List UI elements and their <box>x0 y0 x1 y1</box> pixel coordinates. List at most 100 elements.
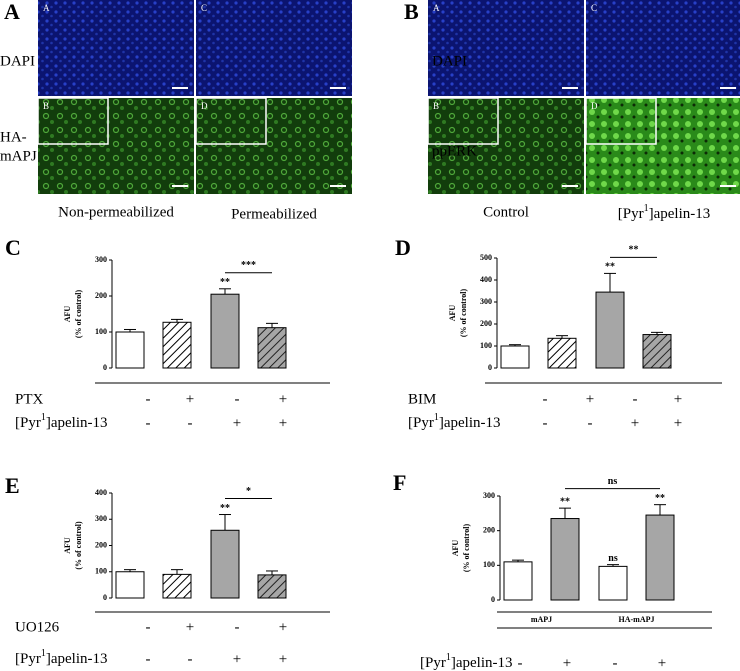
treatment-sign: + <box>674 415 682 431</box>
treatment-sign: - <box>543 391 548 407</box>
text-part: ]apelin-13 <box>46 415 108 431</box>
treatment-sign: + <box>279 619 287 635</box>
y-tick-label: 400 <box>95 488 107 497</box>
text-part: 1 <box>41 648 46 659</box>
bar <box>595 291 625 369</box>
row-label: PTX <box>15 391 44 407</box>
y-tick-label: 300 <box>483 491 495 500</box>
treatment-sign: + <box>586 391 594 407</box>
y-tick-label: 300 <box>95 514 107 523</box>
micrograph <box>428 0 584 96</box>
significance: ** <box>220 277 230 288</box>
bar <box>642 334 672 369</box>
y-tick-label: 300 <box>480 297 492 306</box>
inset <box>37 97 109 145</box>
image-letter: D <box>201 101 208 111</box>
micrograph <box>38 0 194 96</box>
panel-label: A <box>4 0 20 24</box>
bracket-label: *** <box>241 260 256 271</box>
treatment-sign: - <box>543 415 548 431</box>
text-part: ]apelin-13 <box>649 206 711 222</box>
bar <box>162 573 192 599</box>
row-label: [Pyr1]apelin-13 <box>15 412 107 431</box>
column-label: Control <box>483 204 529 220</box>
micrograph <box>196 0 352 96</box>
treatment-sign: + <box>186 619 194 635</box>
treatment-sign: - <box>588 415 593 431</box>
significance: ** <box>605 262 615 273</box>
image-letter: B <box>433 101 439 111</box>
text-part: ]apelin-13 <box>451 655 513 671</box>
treatment-sign: + <box>279 651 287 667</box>
row-label: UO126 <box>15 619 60 635</box>
significance: ** <box>220 503 230 514</box>
y-tick-label: 0 <box>491 595 495 604</box>
image-letter: D <box>591 101 598 111</box>
bar <box>645 514 675 601</box>
micrograph <box>586 0 740 96</box>
y-tick-label: 200 <box>483 525 495 534</box>
group-label: HA-mAPJ <box>619 615 655 624</box>
text-part: [Pyr <box>420 655 446 671</box>
bar <box>257 574 287 599</box>
treatment-sign: + <box>186 391 194 407</box>
treatment-sign: + <box>658 655 666 671</box>
y-tick-label: 400 <box>480 275 492 284</box>
image-letter: B <box>43 101 49 111</box>
y-tick-label: 100 <box>480 341 492 350</box>
image-letter: C <box>201 3 207 13</box>
treatment-sign: - <box>235 619 240 635</box>
treatment-sign: + <box>563 655 571 671</box>
y-axis-label: AFU <box>451 540 460 557</box>
row-label: mAPJ <box>0 148 37 164</box>
y-tick-label: 0 <box>103 363 107 372</box>
treatment-sign: - <box>613 655 618 671</box>
row-label: DAPI <box>0 53 35 69</box>
significance: ns <box>608 553 618 564</box>
text-part: [Pyr <box>15 651 41 667</box>
bar <box>598 565 628 601</box>
y-tick-label: 0 <box>103 593 107 602</box>
significance: ** <box>655 493 665 504</box>
y-tick-label: 100 <box>95 327 107 336</box>
text-part: ]apelin-13 <box>439 415 501 431</box>
treatment-sign: - <box>146 415 151 431</box>
image-letter: A <box>43 3 50 13</box>
bracket-label: ns <box>608 476 618 487</box>
treatment-sign: + <box>233 651 241 667</box>
y-axis-label: (% of control) <box>74 521 83 570</box>
chart-label: D <box>395 235 411 260</box>
panel-label: B <box>404 0 419 24</box>
treatment-sign: + <box>279 391 287 407</box>
bar <box>503 561 533 601</box>
treatment-sign: - <box>188 415 193 431</box>
image-letter: A <box>433 3 440 13</box>
treatment-sign: - <box>146 619 151 635</box>
row-label: [Pyr1]apelin-13 <box>408 412 500 431</box>
bar <box>210 293 240 369</box>
treatment-sign: - <box>188 651 193 667</box>
significance: ** <box>560 496 570 507</box>
bar <box>257 327 287 369</box>
bar <box>210 529 240 599</box>
y-tick-label: 100 <box>95 567 107 576</box>
row-label: DAPI <box>432 53 467 69</box>
text-part: 1 <box>434 412 439 423</box>
inset <box>427 97 499 145</box>
treatment-sign: + <box>631 415 639 431</box>
text-part: 1 <box>446 652 451 663</box>
y-tick-label: 200 <box>95 291 107 300</box>
bar <box>500 345 530 369</box>
chart-label: E <box>5 473 20 498</box>
text-part: [Pyr <box>618 206 644 222</box>
row-label: HA- <box>0 129 27 145</box>
y-tick-label: 200 <box>480 319 492 328</box>
row-label: BIM <box>408 391 436 407</box>
row-label: [Pyr1]apelin-13 <box>15 648 107 667</box>
text-part: [Pyr <box>408 415 434 431</box>
chart-label: F <box>393 470 406 495</box>
text-part: 1 <box>41 412 46 423</box>
text-part: [Pyr <box>15 415 41 431</box>
treatment-sign: - <box>518 655 523 671</box>
